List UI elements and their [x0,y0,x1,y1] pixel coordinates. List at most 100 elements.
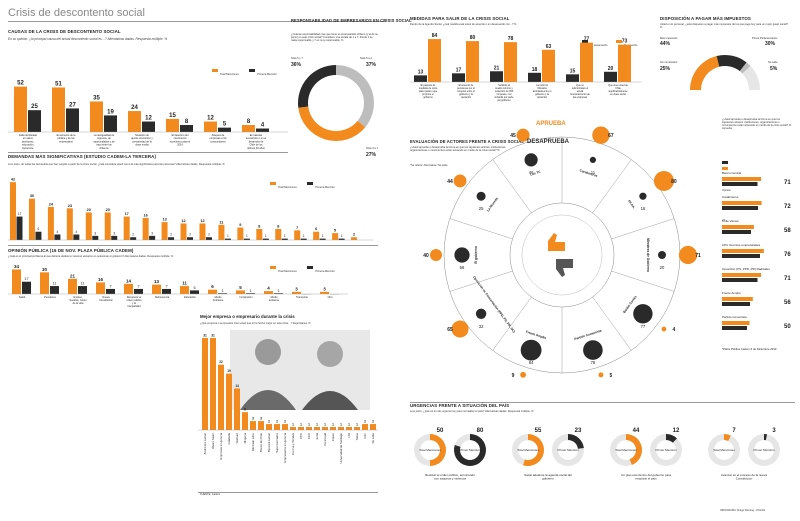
category-label: Tottus [355,432,359,440]
value-first: 12 [145,116,152,122]
mejor-title: Mejor empresa o empresario durante la cr… [200,314,295,319]
bar-first [142,121,155,132]
bar-total [161,222,168,240]
resp-subtitle: ¿Cuánta responsabilidad cree que tiene e… [291,33,378,43]
spoke [592,159,632,214]
donut-first-hole [656,440,676,460]
opinion-legend: Total Menciones Primera Mención [270,259,335,277]
actor-label: Frente Amplio [525,330,547,340]
bar [354,427,360,430]
bar [282,424,288,430]
credit: INFOGRAFÍA: Diego Fleming - PULSO [720,509,766,512]
value: 1 [348,423,350,427]
category-label: La reforma [536,84,548,87]
urgencias-donuts: Total Menciones Primer Mención 50 80 Restitu… [414,428,780,481]
donut-first-label: Primer Mención [557,448,578,452]
value-total: 13 [162,218,166,222]
bar [274,424,280,430]
legend-desacuerdo: En desacuerdo [590,44,608,47]
bar-total [180,223,187,240]
value-acuerdo: 80 [470,35,476,41]
value-first: 1 [277,289,279,293]
bar-total [218,224,225,240]
value-first: 8 [185,119,189,125]
urgencias-title: URGENCIAS FRENTE A SITUACIÓN DEL PAÍS [410,403,510,408]
value-first: 1 [341,234,343,238]
photo-area [230,330,370,410]
opinion-title: OPINIÓN PÚBLICA (16 DE NOV. PLAZA PÚBLIC… [8,248,134,253]
value-total: 30 [42,267,48,272]
value: 19 [227,369,231,373]
legend-row-value: 56 [784,300,791,306]
value-desacuerdo: 13 [418,69,424,75]
value-acuerdo: 78 [508,36,514,42]
actor-label: Partido Comunista [574,329,602,342]
legend-row-value: 72 [784,204,791,210]
bar-desacuerdo [452,73,465,82]
bubble-desaprueba [633,304,653,324]
value: 6 [244,408,246,412]
legend-bar-a [722,297,753,301]
bar-first [262,238,269,240]
category-label: del gobierno [497,99,511,102]
donut-first-hole [558,440,578,460]
legend-bar-b [722,182,758,186]
value-total: 3 [323,286,326,291]
value-total: 3 [295,286,298,291]
value: 31 [211,333,215,337]
bar-first [104,115,117,132]
value-first: 5 [223,122,227,128]
value-aprueba: 67 [608,133,614,139]
value: 2 [268,420,270,424]
bar-first [35,231,42,240]
urgencia-label: Sacar adelante la agenda social del [524,473,572,477]
bubble-aprueba [430,249,442,261]
bar-total [96,282,105,294]
medidas-title: MEDIDAS PARA SALIR DE LA CRISIS SOCIAL [410,16,510,21]
bar-total [90,101,103,132]
bar-desacuerdo [490,71,503,82]
category-label: tributaria [537,87,547,90]
donut-first [764,434,767,441]
value-total: 24 [131,105,138,111]
category-label: Entel [315,433,319,440]
category-label: El aumento de la [57,134,76,137]
value-total: 5 [239,285,242,290]
legend-first: Primera Mención [315,186,335,189]
legend-bar-a [722,177,762,181]
resp-value-a: 36% [291,62,302,68]
value-acuerdo: 63 [546,44,552,50]
value-desaprueba: 11 [591,170,596,175]
value-aprueba: 80 [671,179,677,185]
ring-inner [509,202,615,308]
value: 1 [324,423,326,427]
bar-first [300,238,307,240]
bar [290,427,296,430]
category-label: Salud [19,296,26,299]
spoke [611,218,675,240]
bar-total [313,231,320,240]
value: 1 [292,423,294,427]
value: 2 [372,420,374,424]
bar-desacuerdo [528,72,541,82]
donut-total-label: Total Menciones [419,448,441,452]
category-label: 2014 [177,144,183,147]
category-label: Sueldos, Costo [70,299,88,302]
category-label: ajuste económico y [131,137,153,140]
value-desaprueba: 77 [641,324,646,329]
value-desaprueba: 56 [460,265,465,270]
bar-total [332,233,339,240]
value: 31 [203,333,207,337]
bubble-aprueba [661,326,667,332]
resp-donut [298,65,374,141]
slice [298,65,336,108]
right-legend-bars: Banco Central 71 Carabineros 72 Chile Vamos 5… [722,171,791,351]
legend-row-label: Partido Comunista [722,315,747,319]
category-label: conjunto entre el [457,90,475,93]
bar [202,337,208,430]
category-label: en clase social [610,93,626,96]
bar-total [12,269,21,294]
value-total: 11 [219,220,223,224]
imp-label-a: Más impuestos [660,37,678,40]
value-acuerdo: 73 [622,39,628,45]
